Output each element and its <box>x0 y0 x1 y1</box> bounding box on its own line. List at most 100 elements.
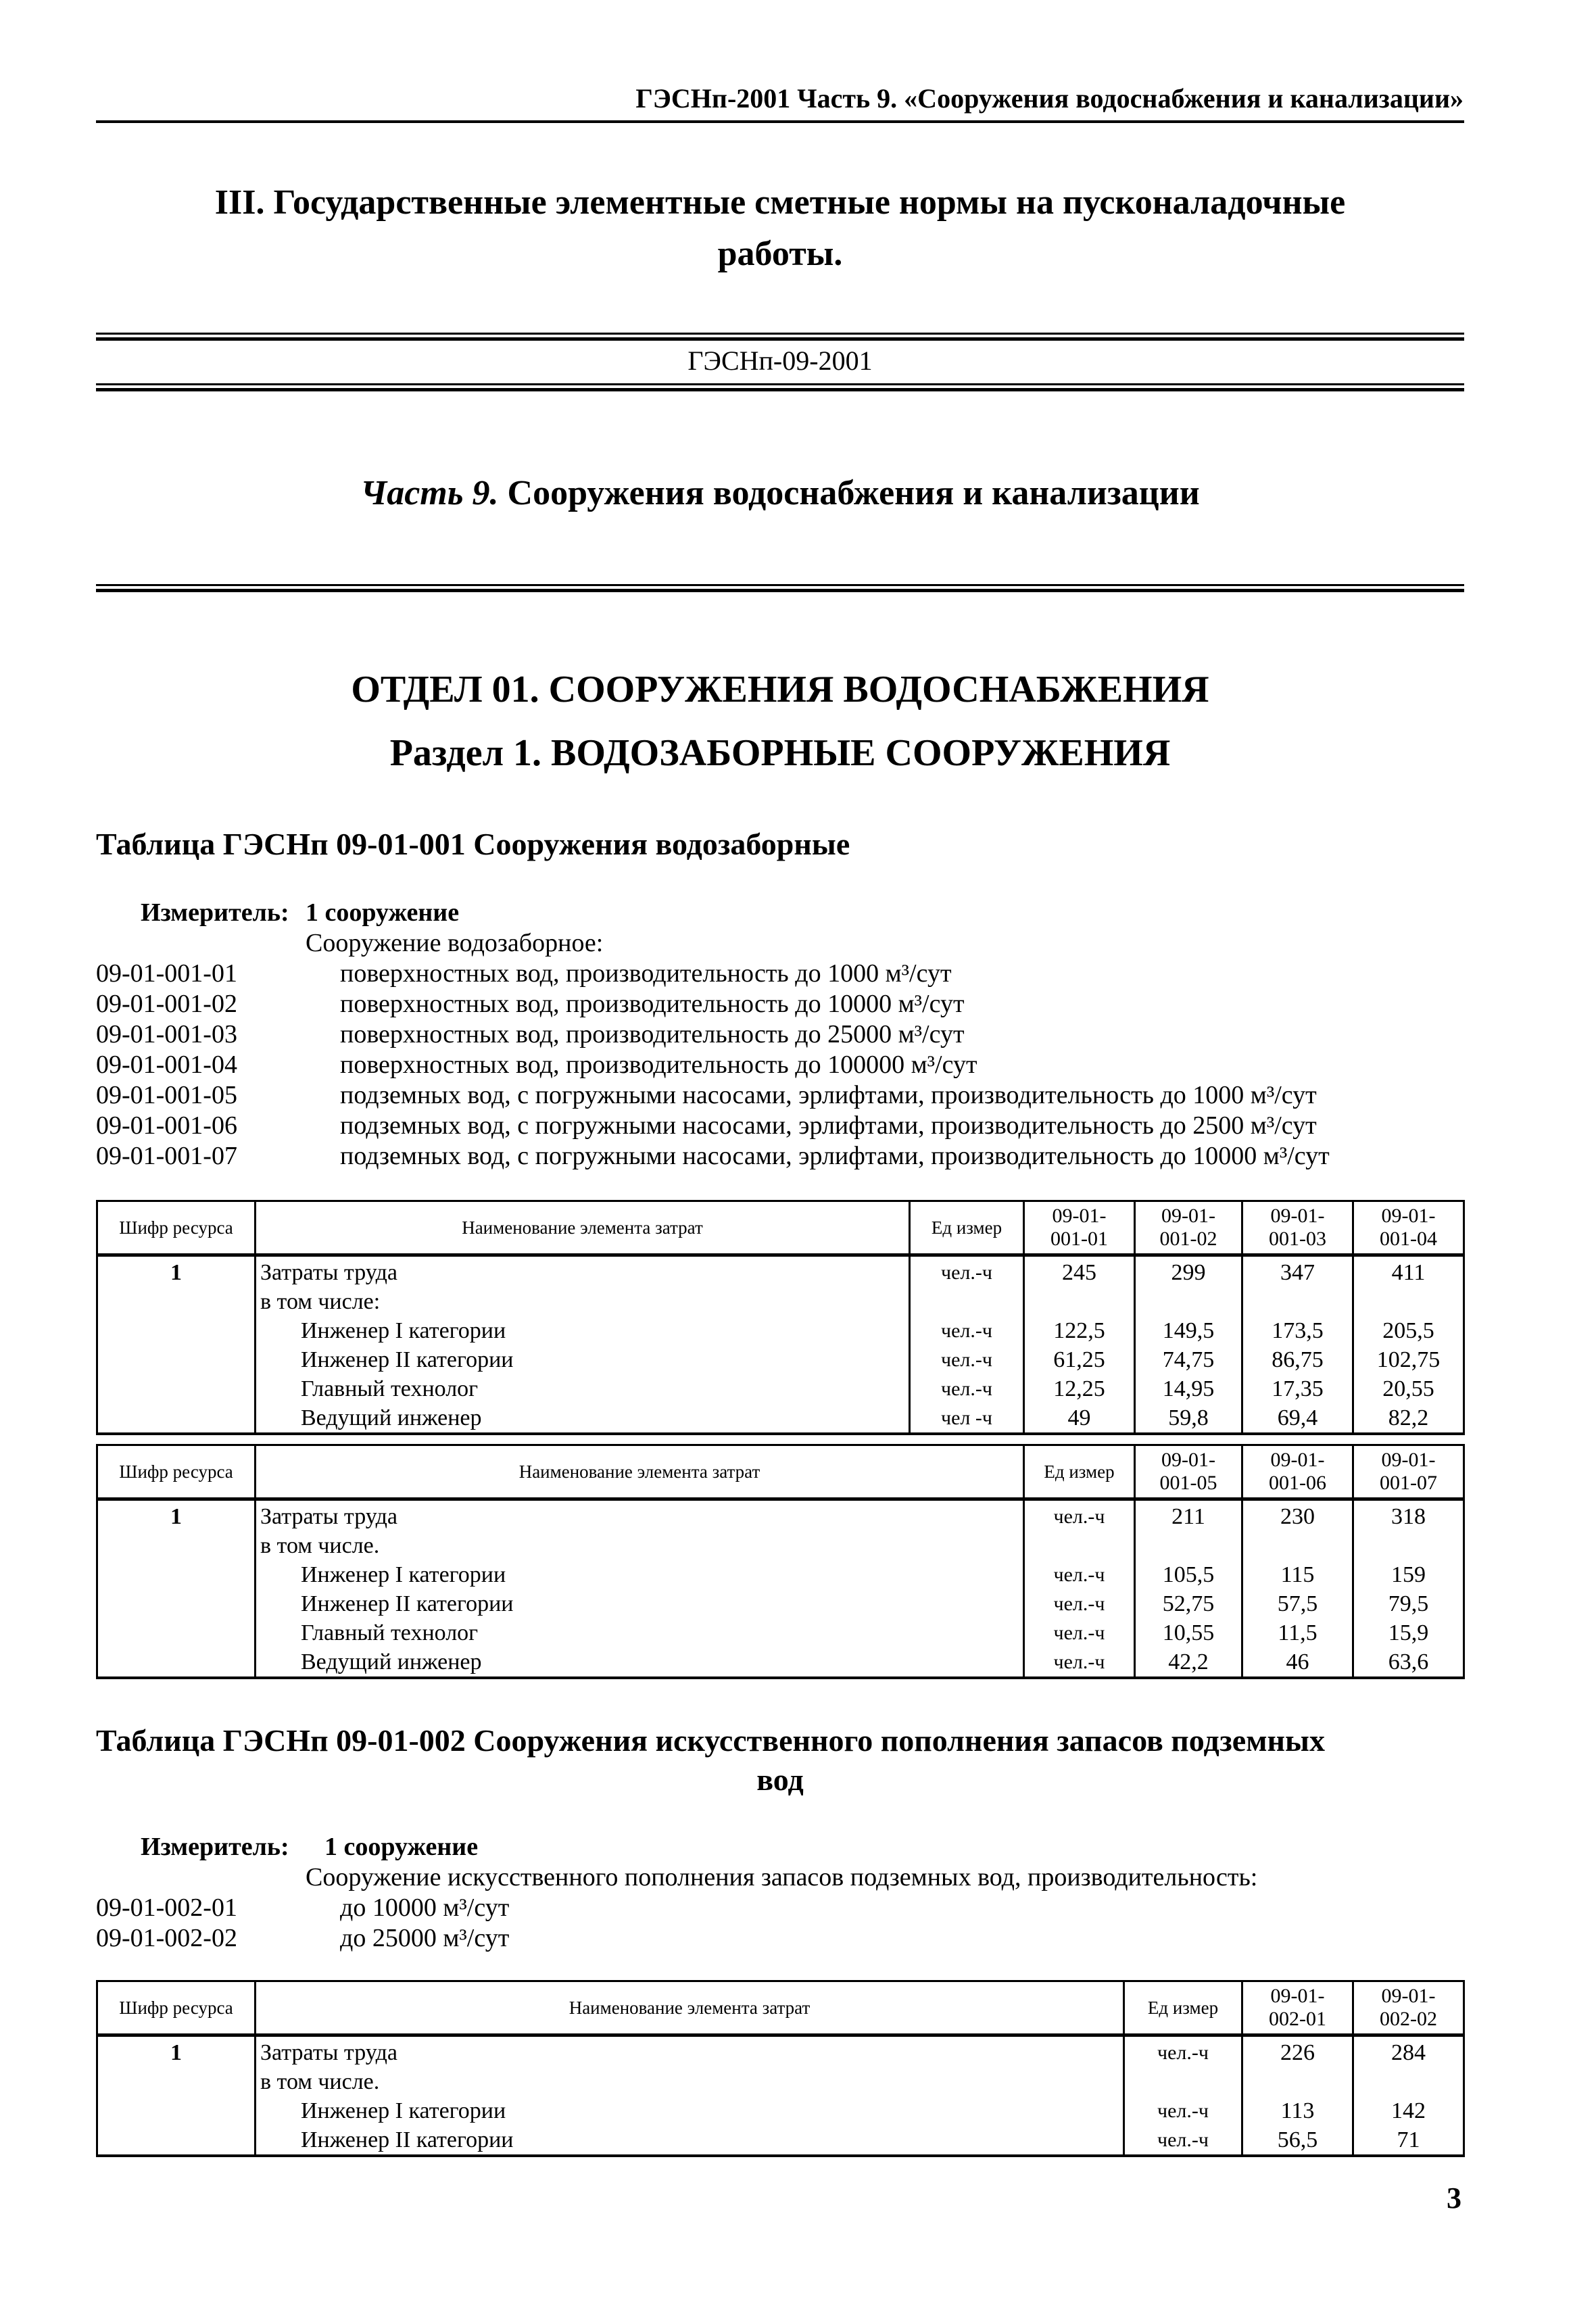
header-norm-code: 09-01- 001-04 <box>1352 1200 1465 1256</box>
part-label: Часть 9. <box>360 474 499 512</box>
item-code: 09-01-001-04 <box>96 1051 237 1079</box>
resource-code <box>96 1345 256 1374</box>
norm-value: 142 <box>1352 2096 1465 2125</box>
norm-value: 46 <box>1241 1647 1354 1679</box>
header-unit: Ед измер <box>1023 1444 1136 1500</box>
header-unit: Ед измер <box>1123 1980 1243 2036</box>
unit: чел.-ч <box>909 1345 1025 1374</box>
norm-value: 49 <box>1023 1403 1136 1435</box>
item-intro: Сооружение искусственного пополнения зап… <box>306 1863 1258 1891</box>
resource-code <box>96 1560 256 1589</box>
table-row: Главный технолог чел.-ч 12,25 14,95 17,35 20… <box>96 1374 1465 1403</box>
item-list: 09-01-002-01 до 10000 м³/сут 09-01-002-02 д… <box>96 1893 509 1954</box>
norm-value <box>1023 1287 1136 1316</box>
item-code: 09-01-001-02 <box>96 990 237 1018</box>
main-title: III. Государственные элементные сметные … <box>214 183 1346 273</box>
header-resource: Шифр ресурса <box>96 1200 256 1256</box>
measure-label: Измеритель: <box>141 1833 289 1861</box>
table-row: Инженер II категории чел.-ч 56,5 71 <box>96 2125 1465 2157</box>
norm-value: 52,75 <box>1134 1589 1243 1618</box>
unit <box>1023 1531 1136 1560</box>
norm-table: Шифр ресурса Наименование элемента затра… <box>96 1444 1465 1679</box>
norm-value: 56,5 <box>1241 2125 1354 2157</box>
norm-value: 299 <box>1134 1255 1243 1287</box>
norm-value: 15,9 <box>1352 1618 1465 1647</box>
resource-code: 1 <box>96 2035 256 2067</box>
cost-element: Инженер II категории <box>254 1345 911 1374</box>
norm-value: 211 <box>1134 1499 1243 1531</box>
unit: чел.-ч <box>1023 1589 1136 1618</box>
norm-value: 105,5 <box>1134 1560 1243 1589</box>
norm-value: 347 <box>1241 1255 1354 1287</box>
header-name: Наименование элемента затрат <box>254 1200 911 1256</box>
unit: чел.-ч <box>1123 2096 1243 2125</box>
cost-element: Ведущий инженер <box>254 1647 1025 1679</box>
item-description: поверхностных вод, производительность до… <box>340 990 965 1018</box>
table-row: Главный технолог чел.-ч 10,55 11,5 15,9 <box>96 1618 1465 1647</box>
resource-code: 1 <box>96 1255 256 1287</box>
norm-value <box>1352 1531 1465 1560</box>
norm-value: 61,25 <box>1023 1345 1136 1374</box>
header-rule <box>96 120 1464 123</box>
cost-element: Инженер I категории <box>254 2096 1125 2125</box>
cost-element: Главный технолог <box>254 1618 1025 1647</box>
cost-element: Главный технолог <box>254 1374 911 1403</box>
measure-value: 1 сооружение <box>306 898 460 927</box>
cost-element: Инженер I категории <box>254 1560 1025 1589</box>
norm-value: 226 <box>1241 2035 1354 2067</box>
norm-value: 115 <box>1241 1560 1354 1589</box>
norm-value <box>1352 2067 1465 2096</box>
unit: чел -ч <box>909 1403 1025 1435</box>
resource-code <box>96 2096 256 2125</box>
resource-code <box>96 1316 256 1345</box>
unit: чел.-ч <box>1023 1618 1136 1647</box>
header-resource: Шифр ресурса <box>96 1980 256 2036</box>
resource-code <box>96 1647 256 1679</box>
norm-value: 17,35 <box>1241 1374 1354 1403</box>
unit: чел.-ч <box>1023 1647 1136 1679</box>
norm-value: 20,55 <box>1352 1374 1465 1403</box>
norm-value: 59,8 <box>1134 1403 1243 1435</box>
item-description: подземных вод, с погружными насосами, эр… <box>340 1081 1317 1109</box>
norm-value: 159 <box>1352 1560 1465 1589</box>
unit <box>1123 2067 1243 2096</box>
item-description: до 25000 м³/сут <box>340 1924 510 1952</box>
table-row: в том числе: <box>96 1287 1465 1316</box>
measure-label: Измеритель: <box>141 898 289 927</box>
item-row: 09-01-002-02 до 25000 м³/сут <box>96 1923 509 1954</box>
unit: чел.-ч <box>1023 1499 1136 1531</box>
norm-value: 79,5 <box>1352 1589 1465 1618</box>
section-heading: Раздел 1. ВОДОЗАБОРНЫЕ СООРУЖЕНИЯ <box>389 732 1171 774</box>
item-description: поверхностных вод, производительность до… <box>340 1020 965 1048</box>
divider <box>96 333 1464 341</box>
table-row: Инженер I категории чел.-ч 113 142 <box>96 2096 1465 2125</box>
norm-value: 318 <box>1352 1499 1465 1531</box>
norm-value: 86,75 <box>1241 1345 1354 1374</box>
item-intro: Сооружение водозаборное: <box>306 929 604 957</box>
norm-value <box>1241 2067 1354 2096</box>
cost-element: в том числе. <box>254 2067 1125 2096</box>
norm-value: 173,5 <box>1241 1316 1354 1345</box>
resource-code <box>96 1403 256 1435</box>
item-row: 09-01-001-05 подземных вод, с погружными … <box>96 1080 1317 1111</box>
item-code: 09-01-002-01 <box>96 1893 237 1922</box>
norm-value: 74,75 <box>1134 1345 1243 1374</box>
item-description: поверхностных вод, производительность до… <box>340 959 952 988</box>
norm-table: Шифр ресурса Наименование элемента затра… <box>96 1200 1465 1435</box>
item-code: 09-01-001-07 <box>96 1142 237 1170</box>
norm-value: 102,75 <box>1352 1345 1465 1374</box>
resource-code <box>96 1287 256 1316</box>
cost-element: Инженер II категории <box>254 2125 1125 2157</box>
item-code: 09-01-001-06 <box>96 1111 237 1140</box>
item-row: 09-01-001-06 подземных вод, с погружными … <box>96 1111 1317 1141</box>
item-description: подземных вод, с погружными насосами, эр… <box>340 1142 1330 1170</box>
department-heading: ОТДЕЛ 01. СООРУЖЕНИЯ ВОДОСНАБЖЕНИЯ <box>351 669 1209 710</box>
part-heading: Часть 9. Сооружения водоснабжения и кана… <box>96 473 1464 513</box>
header-norm-code: 09-01- 001-01 <box>1023 1200 1136 1256</box>
norm-value: 42,2 <box>1134 1647 1243 1679</box>
table-row: Ведущий инженер чел.-ч 42,2 46 63,6 <box>96 1647 1465 1679</box>
header-norm-code: 09-01- 002-02 <box>1352 1980 1465 2036</box>
part-title: Сооружения водоснабжения и канализации <box>507 474 1200 512</box>
item-row: 09-01-001-01 поверхностных вод, производи… <box>96 959 952 989</box>
header-unit: Ед измер <box>909 1200 1025 1256</box>
